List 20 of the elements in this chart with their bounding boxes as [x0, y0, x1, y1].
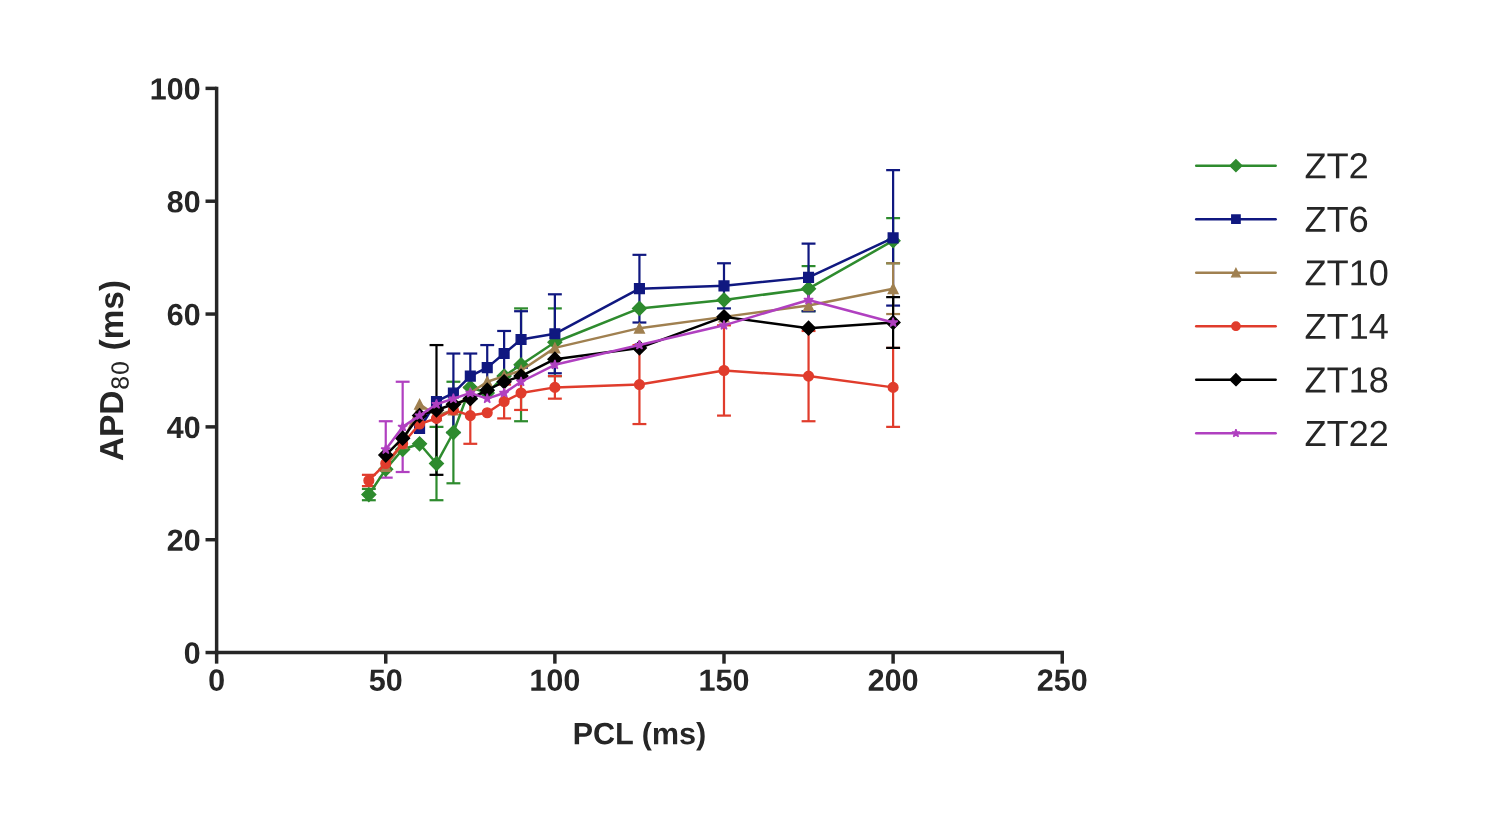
x-tick-label: 150 [700, 669, 749, 691]
y-tick-label: 20 [167, 529, 200, 552]
y-tick-label: 40 [167, 416, 200, 439]
x-tick-label: 200 [868, 669, 918, 691]
x-tick-label: 100 [531, 669, 580, 691]
y-tick-label: 0 [184, 642, 200, 664]
legend-label: ZT10 [1305, 260, 1388, 286]
x-axis-title: PCL (ms) [574, 722, 705, 751]
x-tick-label: 50 [369, 669, 402, 691]
legend-label: ZT14 [1305, 314, 1388, 339]
legend-label: ZT22 [1305, 420, 1388, 446]
y-tick-label: 80 [167, 190, 200, 213]
legend-label: ZT2 [1305, 153, 1367, 179]
legend-label: ZT18 [1305, 367, 1388, 393]
y-tick-label: 60 [167, 303, 200, 326]
x-tick-label: 0 [209, 669, 224, 691]
y-axis-title: APD$_{80}$ (ms) [98, 281, 130, 461]
y-tick-label: 100 [151, 78, 200, 100]
legend-label: ZT6 [1305, 206, 1368, 233]
x-tick-label: 250 [1037, 669, 1087, 691]
